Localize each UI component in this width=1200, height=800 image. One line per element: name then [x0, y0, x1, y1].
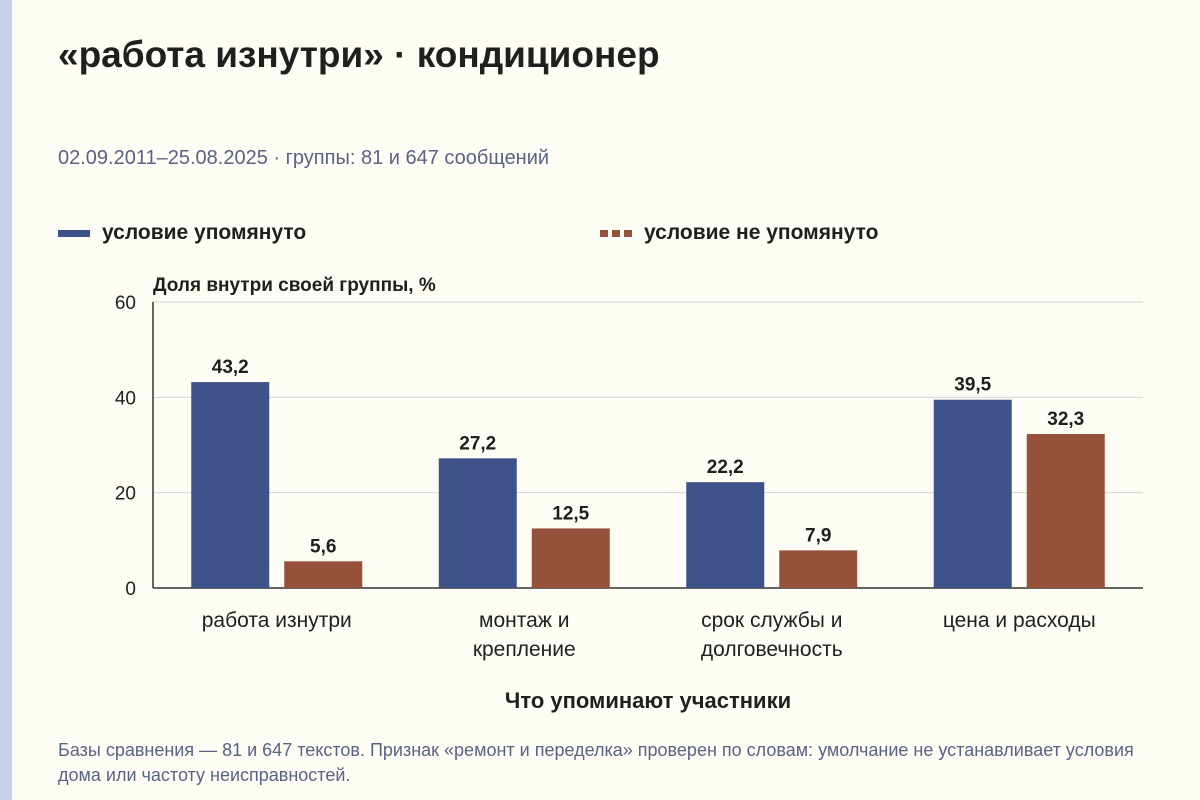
- bar: [686, 482, 765, 588]
- y-tick-label: 20: [115, 484, 136, 505]
- bar: [933, 399, 1012, 588]
- y-tick-label: 60: [115, 293, 136, 314]
- bar: [779, 550, 858, 588]
- bar: [531, 528, 610, 588]
- bar-value-label: 27,2: [459, 433, 496, 454]
- footnote: Базы сравнения — 81 и 647 текстов. Призн…: [58, 740, 1134, 785]
- y-tick-labels: 0 20 40 60: [115, 293, 136, 600]
- y-tick-label: 40: [115, 388, 136, 409]
- bars: 43,2 5,6 27,2 12,5 22,2 7,9 39,5 32,3: [191, 357, 1105, 588]
- legend-swatch-not-mentioned: [600, 229, 632, 237]
- bar-value-label: 43,2: [212, 357, 249, 378]
- legend-label-not-mentioned: условие не упомянуто: [644, 221, 879, 244]
- bar: [284, 561, 363, 588]
- bar-value-label: 22,2: [707, 457, 744, 478]
- y-axis-label: Доля внутри своей группы, %: [153, 275, 436, 296]
- legend-label-mentioned: условие упомянуто: [102, 221, 307, 244]
- y-tick-label: 0: [125, 579, 136, 600]
- x-tick-label: монтаж и: [479, 609, 569, 632]
- side-accent-strip: [0, 0, 12, 800]
- x-tick-label: работа изнутри: [202, 609, 352, 632]
- x-tick-label: долговечность: [701, 638, 843, 661]
- legend-item-mentioned: условие упомянуто: [58, 218, 306, 248]
- bar: [438, 458, 517, 588]
- bar-value-label: 5,6: [310, 536, 336, 557]
- legend-swatch-mentioned: [58, 229, 90, 237]
- bar-value-label: 12,5: [552, 503, 589, 524]
- x-tick-labels: работа изнутри монтаж и крепление срок служ…: [202, 609, 1096, 661]
- x-tick-label: срок службы и: [701, 609, 842, 632]
- bar-value-label: 32,3: [1047, 409, 1084, 430]
- chart-title: «работа изнутри» · кондиционер: [58, 34, 660, 75]
- bar-value-label: 7,9: [805, 525, 831, 546]
- x-tick-label: цена и расходы: [943, 609, 1096, 632]
- x-tick-label: крепление: [473, 638, 576, 661]
- bar: [1026, 434, 1105, 588]
- bar: [191, 382, 270, 588]
- bar-value-label: 39,5: [954, 375, 991, 396]
- x-axis-label: Что упоминают участники: [505, 688, 791, 713]
- bar-chart: Доля внутри своей группы, % 0 20 40 60 43,2…: [115, 275, 1143, 713]
- chart-subtitle: 02.09.2011–25.08.2025 · группы: 81 и 647…: [58, 147, 550, 169]
- legend-item-not-mentioned: условие не упомянуто: [600, 218, 878, 248]
